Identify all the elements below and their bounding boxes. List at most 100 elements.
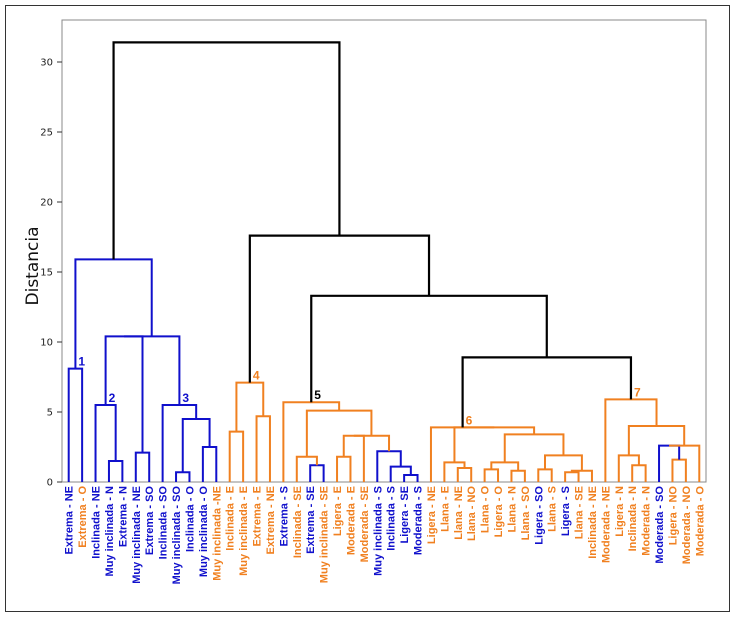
- cluster-label: 4: [253, 369, 260, 383]
- leaf-label: Inclinada - S: [386, 486, 398, 551]
- leaf-label: Llana - S: [547, 486, 559, 532]
- leaf-label: Inclinada - SO: [158, 486, 170, 560]
- link-c5: [104, 335, 144, 453]
- leaf-label: Muy inclinada - NE: [131, 486, 143, 584]
- link-c14: [235, 381, 265, 432]
- cluster-label: 1: [78, 355, 85, 369]
- leaf-label: Llana - NO: [466, 486, 478, 541]
- cluster-label: 7: [634, 385, 641, 399]
- link-c38: [617, 454, 640, 482]
- leaf-label: Ligera - S: [560, 486, 572, 536]
- leaf-label: Moderada - NO: [681, 486, 693, 565]
- y-axis-label: Distancia: [23, 226, 43, 305]
- link-c39: [671, 458, 687, 482]
- link-c22: [353, 434, 391, 452]
- leaf-label: Llana - SO: [520, 486, 532, 541]
- link-c23: [305, 409, 373, 457]
- cluster-label: 6: [466, 413, 473, 427]
- link-c25: [456, 467, 473, 482]
- link-c35: [453, 426, 536, 463]
- leaf-label: Moderada - SO: [654, 486, 666, 564]
- link-c24: [282, 401, 341, 482]
- link-c17: [336, 455, 352, 482]
- link-c45: [310, 294, 548, 403]
- leaf-label: Inclinada - E: [225, 486, 237, 551]
- leaf-label: Extrema - NE: [265, 486, 277, 554]
- link-c28: [510, 469, 526, 482]
- y-tick-label: 15: [40, 268, 53, 279]
- leaf-label: Muy inclinada - SO: [171, 486, 183, 585]
- leaf-label: Ligera - N: [614, 486, 626, 537]
- cluster-labels: 1 2 3 4 5 6 7: [78, 355, 641, 428]
- leaf-label: Inclinada - NE: [587, 486, 599, 559]
- leaf-label: Muy inclinada - O: [198, 486, 210, 578]
- link-c46: [248, 234, 431, 383]
- link-c36: [429, 426, 495, 482]
- leaf-label: Inclinada - SE: [292, 486, 304, 558]
- y-tick-label: 30: [40, 58, 53, 69]
- leaf-label: Llana - SE: [574, 486, 586, 539]
- leaf-labels: Extrema - NE Extrema - O Inclinada - NE Muy…: [64, 486, 707, 585]
- link-c42: [627, 425, 686, 456]
- link-c27: [483, 468, 500, 482]
- leaf-label: Muy inclinada - SE: [319, 486, 331, 583]
- link-c1: [67, 367, 84, 482]
- leaf-label: Llana - O: [480, 486, 492, 534]
- link-c37: [631, 464, 647, 482]
- figure-frame: [5, 5, 730, 612]
- leaf-label: Moderada - NE: [600, 486, 612, 563]
- leaf-label: Ligera - SE: [399, 486, 411, 543]
- link-c11: [74, 258, 153, 369]
- leaf-label: Inclinada - NE: [91, 486, 103, 559]
- leaf-label: Extrema - S: [278, 486, 290, 547]
- link-c41: [669, 444, 701, 482]
- y-tick-label: 0: [47, 478, 53, 489]
- link-c15: [309, 464, 325, 482]
- leaf-label: Muy inclinada - E: [238, 486, 250, 576]
- link-c18: [342, 434, 365, 482]
- cluster-label: 5: [314, 388, 321, 402]
- leaf-label: Muy inclinada -NE: [211, 486, 223, 581]
- leaf-label: Ligera - O: [493, 486, 505, 538]
- link-c34: [503, 433, 565, 463]
- leaf-label: Extrema - SE: [305, 486, 317, 554]
- cluster-label: 3: [182, 391, 189, 405]
- link-c2: [107, 460, 124, 482]
- leaf-label: Llana - NE: [453, 486, 465, 540]
- link-c43: [604, 398, 658, 482]
- leaf-label: Inclinada - N: [627, 486, 639, 551]
- link-c40: [658, 444, 681, 482]
- cluster-label: 2: [109, 391, 116, 405]
- link-c13: [255, 415, 271, 482]
- leaf-label: Llana - E: [439, 486, 451, 532]
- leaf-label: Moderada - O: [694, 486, 706, 557]
- link-c7: [201, 446, 218, 482]
- link-c8: [181, 418, 211, 473]
- leaf-label: Ligera - E: [332, 486, 344, 536]
- leaf-label: Moderada - S: [413, 486, 425, 555]
- link-c3: [94, 404, 117, 482]
- link-c26: [443, 461, 466, 482]
- plot-area: [61, 19, 707, 483]
- link-c30: [537, 468, 553, 482]
- leaf-label: Extrema - O: [77, 486, 89, 548]
- y-tick-label: 10: [40, 338, 53, 349]
- leaf-label: Muy inclinada - N: [104, 486, 116, 577]
- leaf-label: Llana - N: [506, 486, 518, 533]
- leaf-label: Moderada - E: [345, 486, 357, 555]
- dendrogram-links: [67, 41, 701, 482]
- y-tick-label: 5: [47, 408, 53, 419]
- leaf-label: Moderada - N: [641, 486, 653, 556]
- link-c6: [175, 471, 191, 482]
- link-c12: [228, 430, 245, 482]
- y-tick-label: 20: [40, 198, 53, 209]
- leaf-label: Ligera - NE: [426, 486, 438, 544]
- link-c19: [403, 474, 419, 482]
- leaf-label: Ligera - SO: [533, 486, 545, 545]
- leaf-label: Extrema - SO: [144, 486, 156, 556]
- link-c10: [124, 335, 181, 405]
- leaf-label: Inclinada - O: [184, 486, 196, 552]
- link-c4: [134, 451, 151, 482]
